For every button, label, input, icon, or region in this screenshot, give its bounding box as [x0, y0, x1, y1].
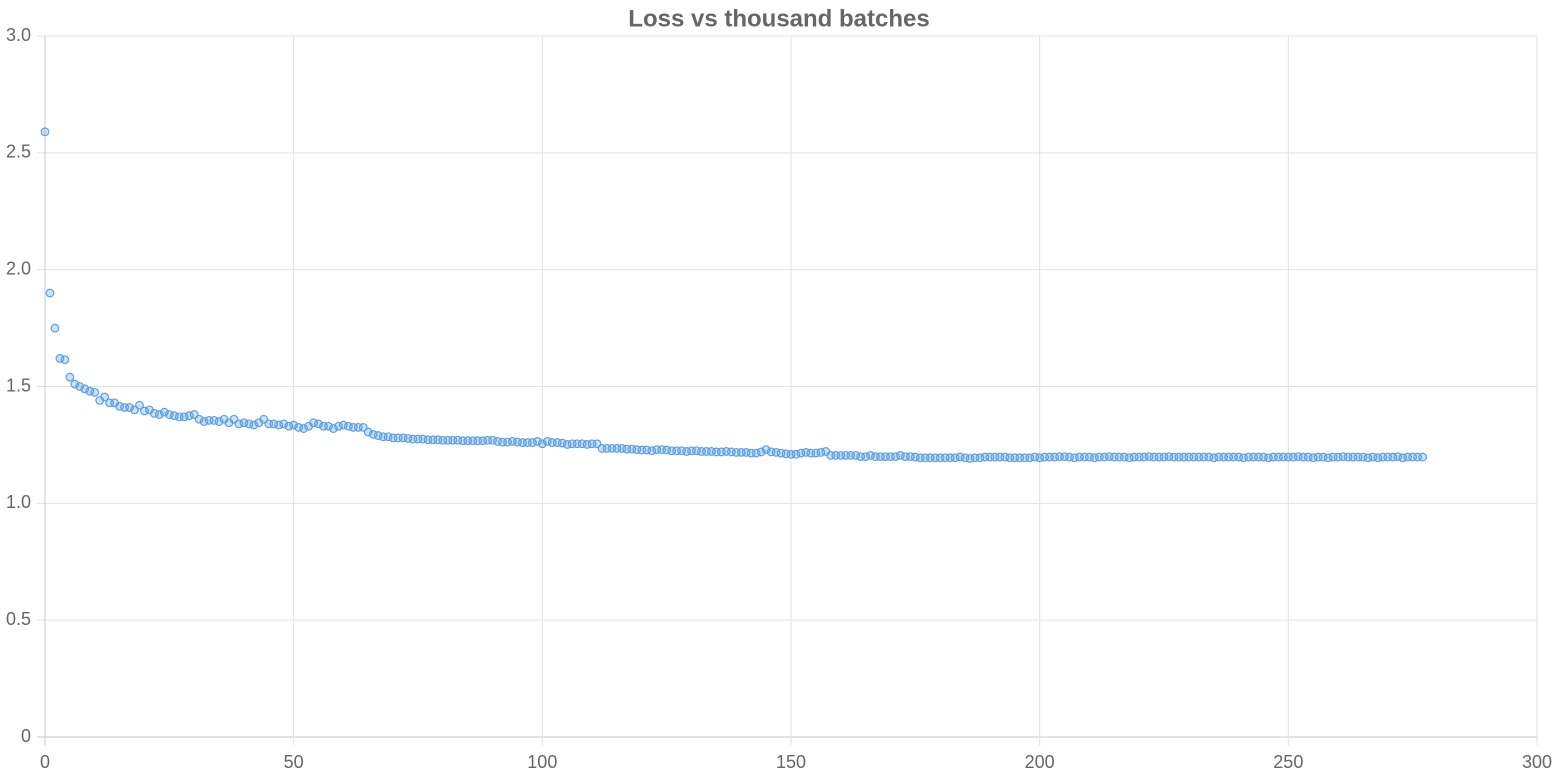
- point: [761, 445, 771, 454]
- point: [557, 438, 567, 448]
- x-tick-label: 50: [284, 752, 304, 772]
- point: [135, 400, 144, 410]
- point: [60, 355, 70, 365]
- point: [537, 439, 547, 449]
- point: [1418, 452, 1428, 462]
- point: [70, 379, 80, 389]
- point: [329, 424, 338, 433]
- point: [100, 392, 110, 402]
- y-tick-label: 1.0: [6, 492, 31, 512]
- point: [756, 447, 766, 457]
- point: [45, 288, 55, 298]
- y-tick-label: 0: [21, 726, 31, 746]
- point: [40, 127, 50, 137]
- point: [289, 420, 299, 430]
- point: [324, 421, 333, 431]
- point: [80, 384, 90, 394]
- y-tick-label: 2.5: [6, 142, 31, 162]
- point: [154, 410, 164, 419]
- point: [279, 419, 289, 429]
- point: [214, 417, 224, 426]
- point: [532, 437, 542, 446]
- chart-title: Loss vs thousand batches: [628, 5, 929, 32]
- point: [50, 323, 60, 333]
- y-tick-label: 3.0: [6, 25, 31, 45]
- x-tick-label: 300: [1522, 752, 1552, 772]
- x-tick-label: 150: [776, 752, 806, 772]
- x-tick-label: 200: [1025, 752, 1055, 772]
- point: [249, 420, 259, 430]
- point: [363, 427, 373, 437]
- point: [194, 414, 204, 424]
- point: [75, 382, 85, 391]
- x-tick-label: 250: [1273, 752, 1303, 772]
- x-tick-label: 0: [40, 752, 50, 772]
- point: [299, 424, 309, 433]
- y-tick-label: 0.5: [6, 609, 31, 629]
- point: [65, 372, 75, 382]
- point: [159, 407, 169, 417]
- point: [90, 387, 100, 397]
- point: [314, 419, 323, 429]
- point: [125, 403, 134, 412]
- y-tick-label: 1.5: [6, 375, 31, 395]
- x-tick-label: 100: [527, 752, 557, 772]
- y-tick-label: 2.0: [6, 258, 31, 278]
